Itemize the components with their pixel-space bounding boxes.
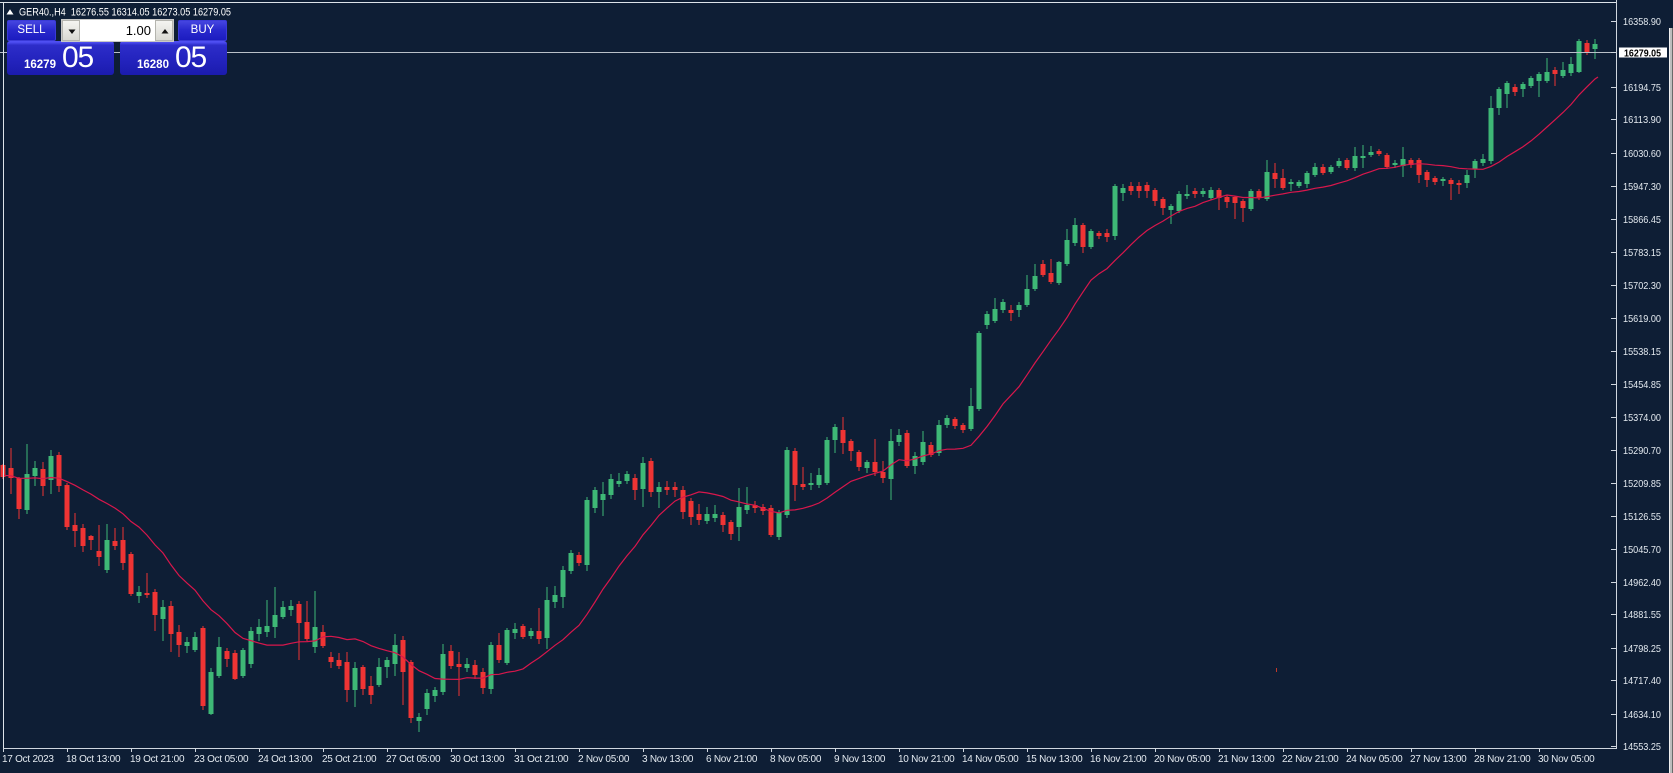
svg-text:15947.30: 15947.30: [1623, 181, 1661, 193]
svg-text:15866.45: 15866.45: [1623, 214, 1661, 226]
svg-text:15209.85: 15209.85: [1623, 478, 1661, 490]
svg-text:31 Oct 21:00: 31 Oct 21:00: [514, 754, 569, 765]
svg-text:16030.60: 16030.60: [1623, 148, 1661, 160]
svg-text:9 Nov 13:00: 9 Nov 13:00: [834, 754, 886, 765]
svg-text:6 Nov 21:00: 6 Nov 21:00: [706, 754, 758, 765]
svg-text:15538.15: 15538.15: [1623, 346, 1661, 358]
svg-text:15783.15: 15783.15: [1623, 247, 1661, 259]
svg-text:16358.90: 16358.90: [1623, 16, 1661, 28]
svg-text:15619.00: 15619.00: [1623, 313, 1661, 325]
svg-text:20 Nov 05:00: 20 Nov 05:00: [1154, 754, 1211, 765]
svg-text:18 Oct 13:00: 18 Oct 13:00: [66, 754, 121, 765]
svg-text:10 Nov 21:00: 10 Nov 21:00: [898, 754, 955, 765]
svg-text:15290.70: 15290.70: [1623, 445, 1661, 457]
svg-text:15454.85: 15454.85: [1623, 379, 1661, 391]
svg-text:24 Nov 05:00: 24 Nov 05:00: [1346, 754, 1403, 765]
svg-text:8 Nov 05:00: 8 Nov 05:00: [770, 754, 822, 765]
svg-text:GER40.,H4 16276.55 16314.05 1: GER40.,H4 16276.55 16314.05 16273.05 162…: [19, 7, 231, 19]
svg-text:15045.70: 15045.70: [1623, 544, 1661, 556]
svg-text:2 Nov 05:00: 2 Nov 05:00: [578, 754, 630, 765]
svg-text:16194.75: 16194.75: [1623, 82, 1661, 94]
svg-text:16113.90: 16113.90: [1623, 114, 1661, 126]
svg-text:23 Oct 05:00: 23 Oct 05:00: [194, 754, 249, 765]
svg-text:14962.40: 14962.40: [1623, 577, 1661, 589]
svg-text:15 Nov 13:00: 15 Nov 13:00: [1026, 754, 1083, 765]
svg-text:27 Oct 05:00: 27 Oct 05:00: [386, 754, 441, 765]
svg-text:14798.25: 14798.25: [1623, 643, 1661, 655]
svg-text:27 Nov 13:00: 27 Nov 13:00: [1410, 754, 1467, 765]
svg-text:16279.05: 16279.05: [1624, 48, 1661, 60]
svg-text:22 Nov 21:00: 22 Nov 21:00: [1282, 754, 1339, 765]
svg-text:21 Nov 13:00: 21 Nov 13:00: [1218, 754, 1275, 765]
svg-text:15702.30: 15702.30: [1623, 280, 1661, 292]
svg-text:14717.40: 14717.40: [1623, 675, 1661, 687]
svg-text:14553.25: 14553.25: [1623, 741, 1661, 753]
svg-text:16 Nov 21:00: 16 Nov 21:00: [1090, 754, 1147, 765]
svg-text:30 Nov 05:00: 30 Nov 05:00: [1538, 754, 1595, 765]
svg-text:15374.00: 15374.00: [1623, 412, 1661, 424]
svg-text:28 Nov 21:00: 28 Nov 21:00: [1474, 754, 1531, 765]
svg-text:19 Oct 21:00: 19 Oct 21:00: [130, 754, 185, 765]
svg-text:15126.55: 15126.55: [1623, 511, 1661, 523]
svg-text:17 Oct 2023: 17 Oct 2023: [2, 754, 54, 765]
svg-text:3 Nov 13:00: 3 Nov 13:00: [642, 754, 694, 765]
svg-text:24 Oct 13:00: 24 Oct 13:00: [258, 754, 313, 765]
svg-text:14 Nov 05:00: 14 Nov 05:00: [962, 754, 1019, 765]
svg-text:30 Oct 13:00: 30 Oct 13:00: [450, 754, 505, 765]
svg-text:25 Oct 21:00: 25 Oct 21:00: [322, 754, 377, 765]
svg-text:14881.55: 14881.55: [1623, 609, 1661, 621]
svg-text:14634.10: 14634.10: [1623, 709, 1661, 721]
